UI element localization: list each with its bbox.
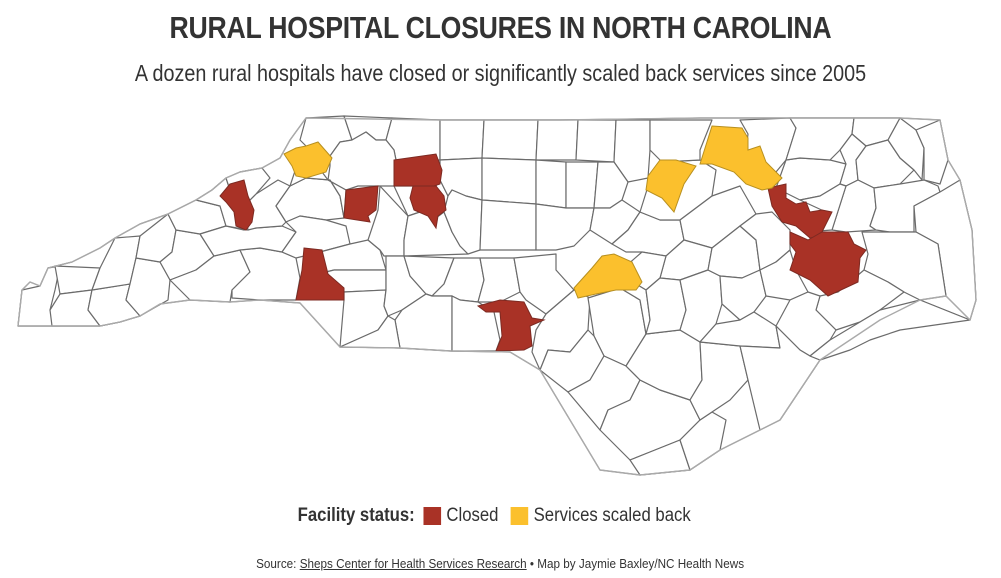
state-border: [17, 117, 977, 476]
county-scaled-back: [573, 253, 643, 299]
nc-county-map: [0, 105, 1001, 490]
county: [809, 299, 971, 361]
county-closed: [409, 185, 447, 230]
map-legend: Facility status: Closed Services scaled …: [0, 505, 1001, 527]
county: [443, 189, 483, 255]
county: [575, 119, 617, 163]
legend-item-closed: Closed: [423, 505, 499, 527]
county: [649, 119, 713, 163]
source-suffix: • Map by Jaymie Baxley/NC Health News: [530, 556, 745, 571]
county: [535, 159, 567, 209]
county: [759, 249, 809, 301]
county-closed: [295, 247, 345, 301]
county: [481, 157, 537, 205]
legend-title: Facility status:: [297, 505, 415, 526]
county-closed: [789, 231, 867, 297]
county: [481, 119, 539, 161]
county-closed: [219, 179, 255, 231]
county-closed: [476, 299, 546, 352]
county-scaled-back: [645, 159, 697, 213]
county: [535, 119, 579, 161]
county: [719, 269, 767, 321]
county-closed: [343, 185, 379, 223]
page-subtitle: A dozen rural hospitals have closed or s…: [134, 60, 867, 86]
legend-label-closed: Closed: [446, 505, 499, 526]
county: [535, 203, 595, 251]
closed-swatch-icon: [423, 507, 442, 525]
county: [339, 315, 401, 349]
page-title: RURAL HOSPITAL CLOSURES IN NORTH CAROLIN…: [169, 10, 832, 45]
source-prefix: Source:: [256, 556, 297, 571]
county: [479, 199, 537, 251]
county: [869, 179, 941, 233]
county: [645, 277, 687, 335]
county-scaled-back: [283, 141, 333, 179]
county-closed: [767, 183, 833, 239]
county-scaled-back: [699, 125, 783, 191]
source-credit: Source: Sheps Center for Health Services…: [0, 556, 1001, 571]
county-closed: [393, 153, 443, 187]
county: [439, 119, 485, 161]
legend-item-scaled-back: Services scaled back: [510, 505, 691, 527]
county: [477, 257, 521, 303]
county: [565, 161, 599, 209]
scaled-back-swatch-icon: [510, 507, 529, 525]
source-link[interactable]: Sheps Center for Health Services Researc…: [300, 556, 528, 571]
legend-label-scaled-back: Services scaled back: [533, 505, 691, 526]
